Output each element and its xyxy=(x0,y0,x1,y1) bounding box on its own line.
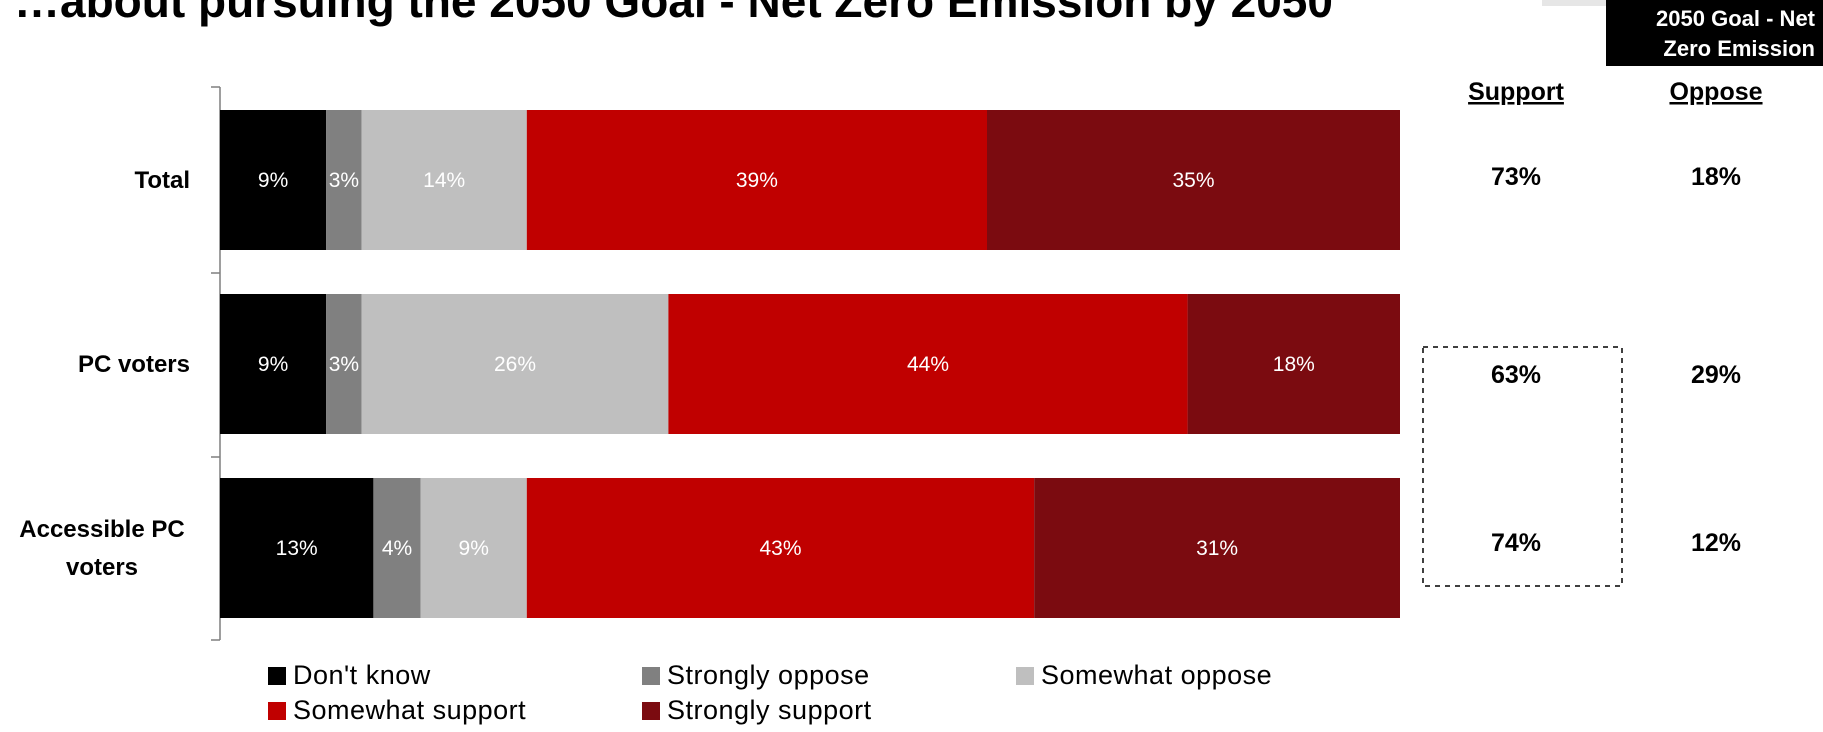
legend-item-strongly-oppose: Strongly oppose xyxy=(642,660,870,691)
net-oppose-value: 12% xyxy=(1691,529,1741,557)
bar-strongly-oppose xyxy=(326,110,362,250)
legend-swatch xyxy=(268,666,286,685)
category-labels: Total PC voters Accessible PC voters xyxy=(19,167,190,581)
bar-strongly-support xyxy=(1187,294,1400,434)
bar-data-label: 14% xyxy=(423,169,465,192)
legend-item-strongly-support: Strongly support xyxy=(642,695,872,726)
legend-item-somewhat-oppose: Somewhat oppose xyxy=(1016,660,1272,691)
net-support-value: 74% xyxy=(1491,529,1541,557)
legend-item-don-t-know: Don't know xyxy=(268,660,431,691)
bar-somewhat-support xyxy=(668,294,1188,434)
bar-strongly-support xyxy=(987,110,1400,250)
legend-label: Strongly support xyxy=(667,695,872,725)
bar-data-label: 43% xyxy=(759,537,801,560)
bar-data-label: 39% xyxy=(736,169,778,192)
category-label: voters xyxy=(66,554,138,581)
bar-data-label: 26% xyxy=(494,353,536,376)
chart-title: …about pursuing the 2050 Goal - Net Zero… xyxy=(14,0,1333,27)
net-support-value: 63% xyxy=(1491,361,1541,389)
goal-label-line1: 2050 Goal - Net xyxy=(1656,6,1815,31)
bar-somewhat-oppose xyxy=(361,110,527,250)
bar-data-label: 18% xyxy=(1273,353,1315,376)
stacked-bar-chart: 9% 3% 14% 39% 35%9% 3% 26% 44% 18%13% 4% 9% 43% 31% … xyxy=(19,78,1763,641)
bar-data-label: 35% xyxy=(1172,169,1214,192)
legend-swatch xyxy=(642,666,660,685)
goal-label-box: 2050 Goal - Net Zero Emission xyxy=(1606,0,1823,66)
bar-data-label: 31% xyxy=(1196,537,1238,560)
bar-don-t-know xyxy=(220,478,374,618)
bar-data-label: 13% xyxy=(276,537,318,560)
net-values: 73% 18% 63% 29% 74% 12% xyxy=(1491,163,1741,557)
legend-swatch xyxy=(1016,666,1034,685)
bar-strongly-oppose xyxy=(373,478,421,618)
bar-don-t-know xyxy=(220,294,327,434)
bar-somewhat-support xyxy=(526,110,987,250)
oppose-header: Oppose xyxy=(1669,78,1762,106)
bar-somewhat-oppose xyxy=(361,294,669,434)
bar-data-label: 9% xyxy=(258,169,288,192)
bar-data-label: 9% xyxy=(459,537,489,560)
bar-data-label: 44% xyxy=(907,353,949,376)
bar-data-label: 4% xyxy=(382,537,412,560)
net-oppose-value: 18% xyxy=(1691,163,1741,191)
bars-group: 9% 3% 14% 39% 35% 9% 3% 26% 44% 18% 13% 4% 9% 43% 31% xyxy=(220,110,1400,618)
bar-data-label: 3% xyxy=(329,353,359,376)
bar-somewhat-oppose xyxy=(420,478,527,618)
category-label: Total xyxy=(134,167,190,194)
bar-don-t-know xyxy=(220,110,327,250)
bar-somewhat-support xyxy=(526,478,1035,618)
legend-swatch xyxy=(642,701,660,720)
net-support-value: 73% xyxy=(1491,163,1541,191)
category-axis xyxy=(211,86,221,641)
legend-label: Don't know xyxy=(293,660,431,690)
legend-item-somewhat-support: Somewhat support xyxy=(268,695,526,726)
support-header: Support xyxy=(1468,78,1564,106)
legend-label: Strongly oppose xyxy=(667,660,870,690)
bar-strongly-oppose xyxy=(326,294,362,434)
legend-label: Somewhat support xyxy=(293,695,527,725)
bar-data-label: 9% xyxy=(258,353,288,376)
category-label: PC voters xyxy=(78,351,190,378)
bar-strongly-support xyxy=(1034,478,1400,618)
goal-label-line2: Zero Emission xyxy=(1663,36,1815,61)
bar-data-label: 3% xyxy=(329,169,359,192)
legend-swatch xyxy=(268,701,286,720)
net-oppose-value: 29% xyxy=(1691,361,1741,389)
category-label: Accessible PC xyxy=(19,516,184,543)
legend-label: Somewhat oppose xyxy=(1041,660,1273,690)
